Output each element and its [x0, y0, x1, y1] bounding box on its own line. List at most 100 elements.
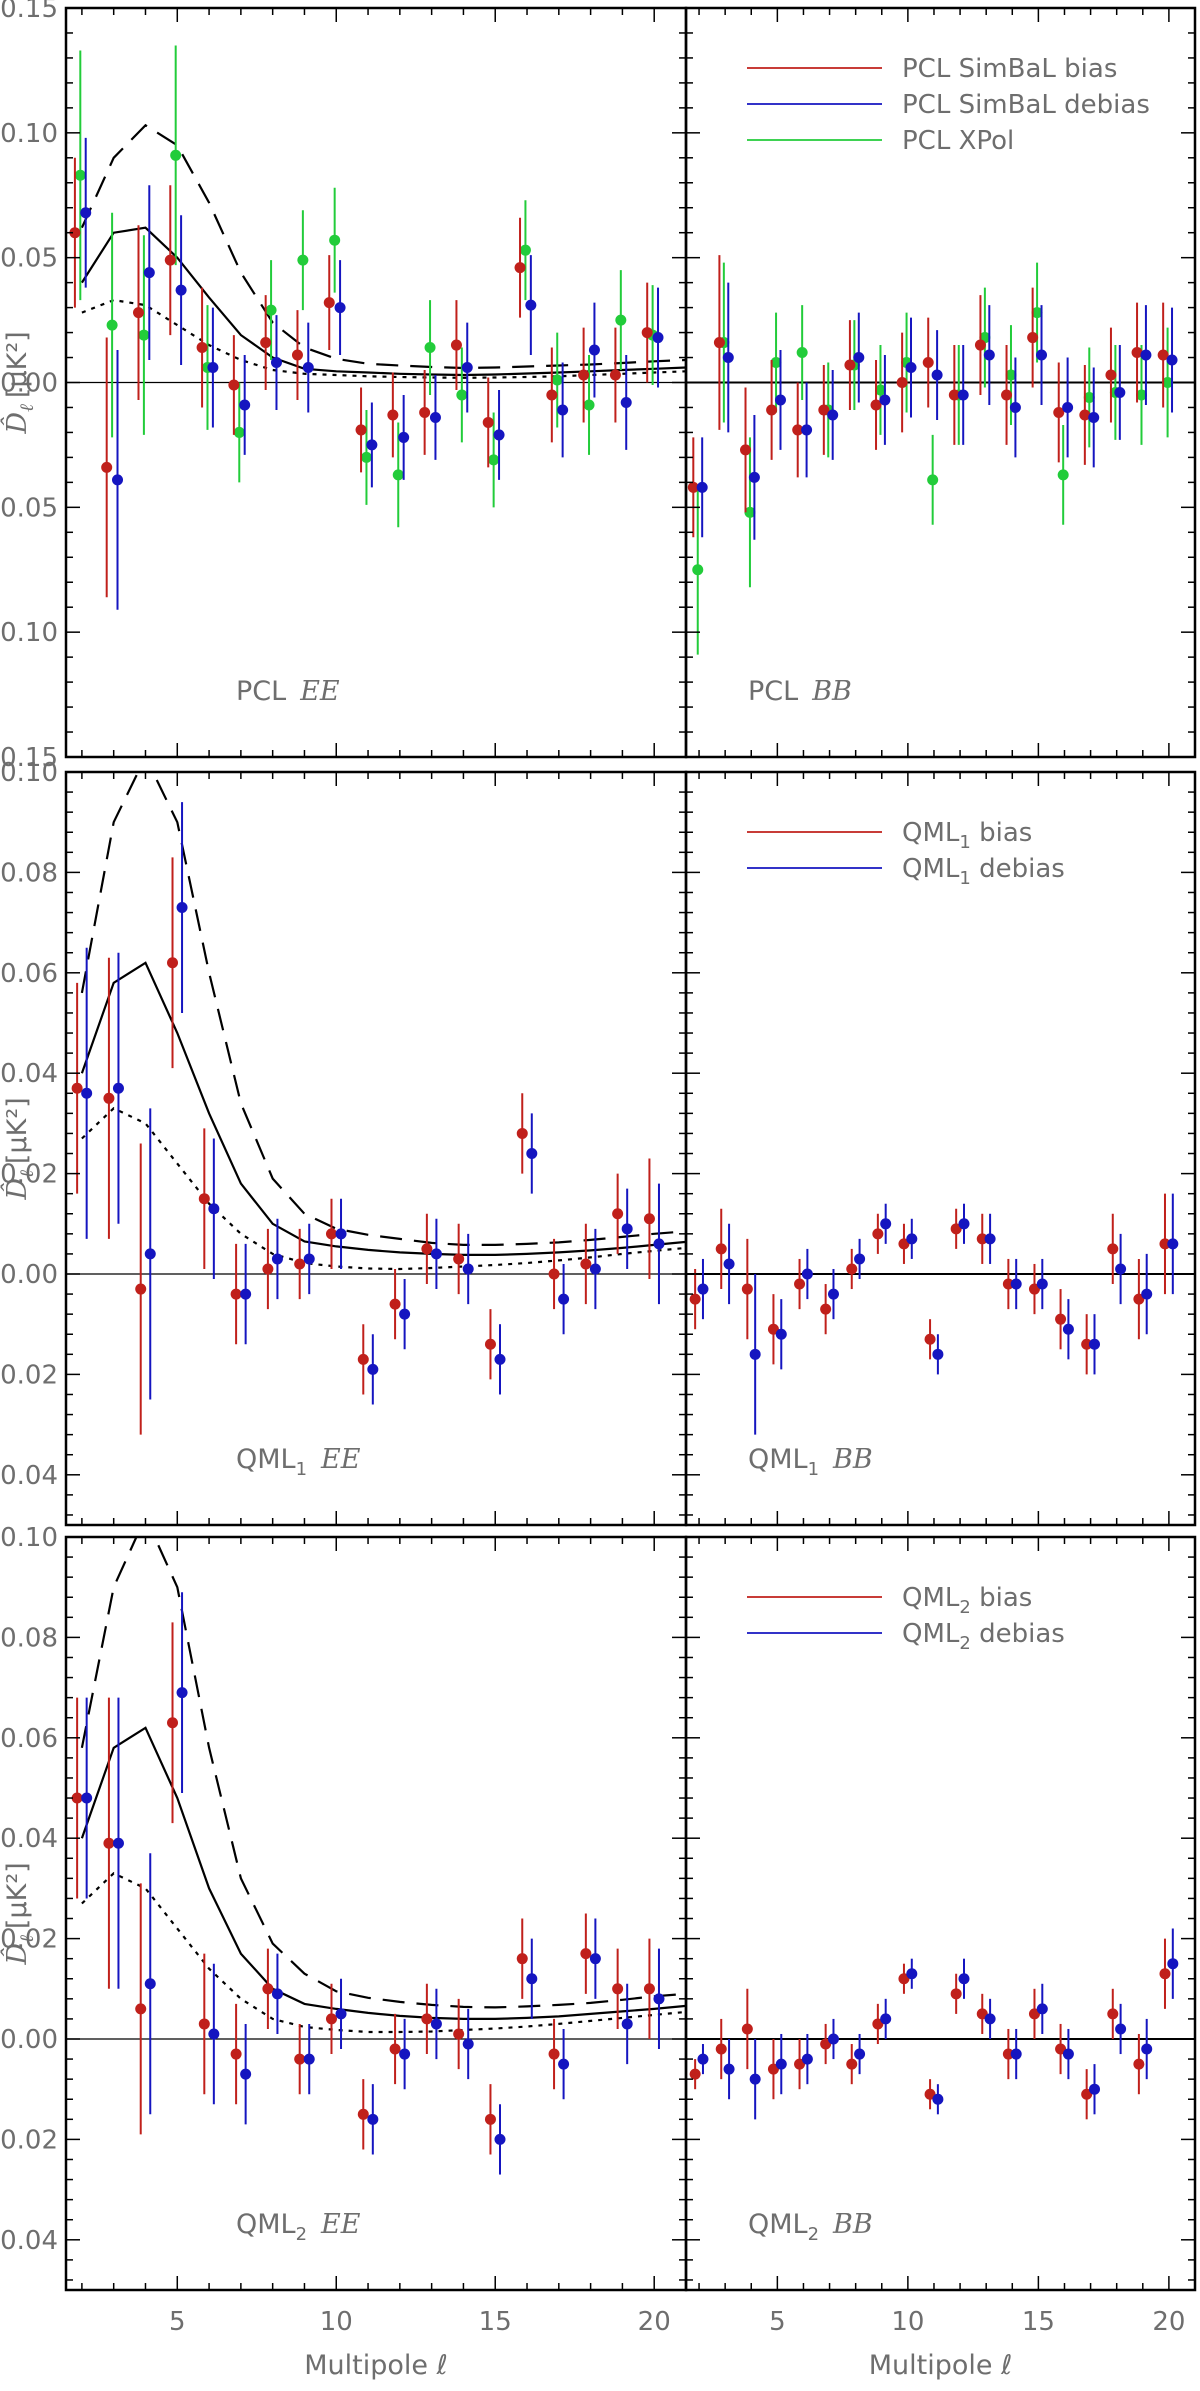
data-point [526, 1973, 538, 1985]
data-point [74, 169, 86, 181]
data-point [494, 2133, 506, 2145]
data-point [827, 1288, 839, 1300]
data-point [1079, 409, 1091, 421]
data-point [271, 1988, 283, 2000]
data-point [135, 2003, 147, 2015]
x-tick-label: 10 [320, 2307, 353, 2337]
model-upper-curve [80, 123, 686, 370]
data-point [325, 1228, 337, 1240]
data-point [357, 1353, 369, 1365]
data-point [335, 1228, 347, 1240]
data-point [1157, 349, 1169, 361]
data-point [335, 2008, 347, 2020]
data-point [820, 2038, 832, 2050]
panel-plot-area [66, 1537, 686, 2175]
y-tick-label: 0.08 [0, 858, 58, 888]
data-point [653, 1238, 665, 1250]
data-point [398, 431, 410, 443]
data-point [652, 332, 664, 344]
data-point [81, 1087, 93, 1099]
legend-label-bias: QML2 bias [902, 1583, 1032, 1618]
data-point [958, 1973, 970, 1985]
y-tick-label: 0.00 [0, 1260, 58, 1290]
y-tick-label: −0.00 [0, 369, 58, 399]
legend-label-bias: QML1 bias [902, 818, 1032, 853]
y-tick-label: −0.02 [0, 1360, 58, 1390]
data-point [1002, 2048, 1014, 2060]
data-point [741, 1283, 753, 1295]
y-tick-label: 0.15 [0, 0, 58, 24]
data-point [924, 1333, 936, 1345]
data-point [135, 1283, 147, 1295]
data-point [103, 1837, 115, 1849]
panel-label: QML2 BB [748, 2209, 873, 2245]
data-point [906, 1968, 918, 1980]
data-point [580, 1258, 592, 1270]
data-point [844, 359, 856, 371]
data-point [741, 2023, 753, 2035]
data-point [462, 2038, 474, 2050]
data-point [421, 2013, 433, 2025]
panel-label: PCL BB [748, 676, 852, 707]
data-point [898, 1238, 910, 1250]
data-point [1002, 1278, 1014, 1290]
data-point [484, 2113, 496, 2125]
data-point [931, 369, 943, 381]
x-tick-label: 10 [891, 2307, 924, 2337]
data-point [1115, 1263, 1127, 1275]
data-point [1028, 1283, 1040, 1295]
data-point [974, 339, 986, 351]
data-point [106, 319, 118, 331]
data-point [767, 2063, 779, 2075]
data-point [132, 307, 144, 319]
data-point [430, 2018, 442, 2030]
data-point [291, 349, 303, 361]
panel-qml1-ee: −0.04 −0.02 0.00 0.02 0.04 0.06 0.08 0.10 D̂ℓ[μK… [0, 758, 688, 1527]
y-tick-label: −0.15 [0, 743, 58, 773]
y-tick-label: 0.06 [0, 1724, 58, 1754]
x-tick-label: 20 [638, 2307, 671, 2337]
x-tick-label: 15 [1022, 2307, 1055, 2337]
panel-pcl-ee: −0.15 −0.10 −0.05 −0.00 0.05 0.10 0.15 D̂ℓ[μK²]… [0, 0, 688, 773]
data-point [265, 304, 277, 316]
data-point [1159, 1238, 1171, 1250]
data-point [692, 564, 704, 576]
data-point [303, 1253, 315, 1265]
data-point [872, 1228, 884, 1240]
legend: PCL SimBaL bias PCL SimBaL debias PCL XPol [747, 54, 1150, 156]
data-point [1036, 2003, 1048, 2015]
data-point [697, 1283, 709, 1295]
data-point [198, 1193, 210, 1205]
data-point [932, 2093, 944, 2105]
data-point [1088, 411, 1100, 423]
data-point [1089, 1338, 1101, 1350]
data-point [207, 362, 219, 374]
data-point [957, 389, 969, 401]
legend-label-debias: QML2 debias [902, 1619, 1065, 1654]
data-point [494, 1353, 506, 1365]
data-point [294, 2053, 306, 2065]
panel-plot-area [686, 255, 1195, 655]
data-point [612, 1208, 624, 1220]
data-point [1036, 349, 1048, 361]
data-point [744, 506, 756, 518]
data-point [112, 474, 124, 486]
data-point [1133, 2058, 1145, 2070]
data-point [854, 2048, 866, 2060]
data-point [697, 2053, 709, 2065]
data-point [516, 1127, 528, 1139]
panel-label: QML1 BB [748, 1444, 873, 1480]
data-point [144, 1978, 156, 1990]
panel-frame [684, 770, 1197, 1527]
data-point [488, 454, 500, 466]
series-debias [80, 137, 664, 610]
series-bias [689, 1938, 1171, 2120]
data-point [482, 416, 494, 428]
data-point [874, 384, 886, 396]
data-point [101, 461, 113, 473]
data-point [621, 1223, 633, 1235]
series-bias [69, 157, 653, 598]
